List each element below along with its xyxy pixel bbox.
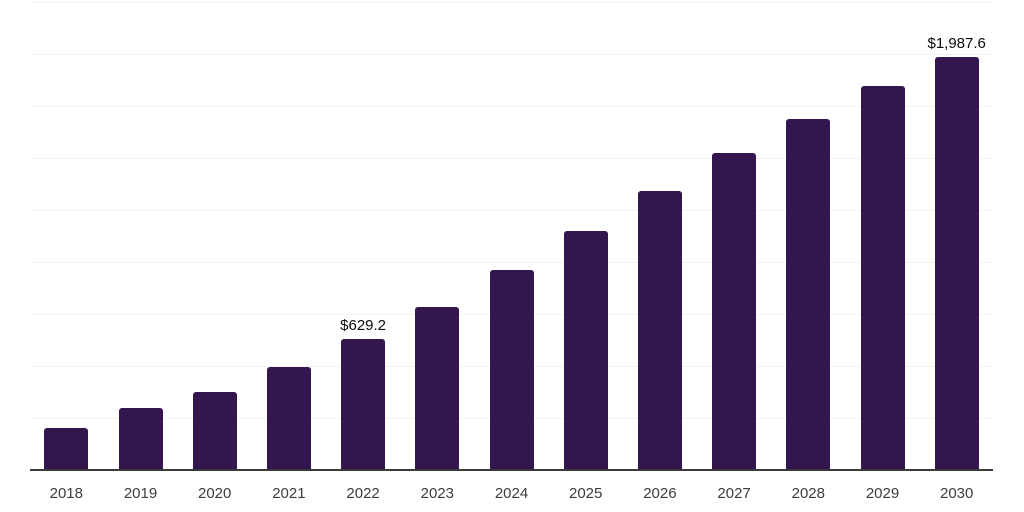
bar-2027 bbox=[712, 153, 757, 470]
bar-2018 bbox=[44, 427, 89, 470]
bar-2025 bbox=[563, 231, 608, 470]
bar-2024 bbox=[489, 269, 534, 470]
bar-2030 bbox=[934, 56, 979, 470]
x-tick-label-2029: 2029 bbox=[865, 485, 900, 502]
bar-2022 bbox=[341, 339, 386, 470]
x-tick-label-2028: 2028 bbox=[791, 485, 825, 502]
gridline bbox=[30, 106, 993, 107]
gridline bbox=[30, 262, 993, 263]
x-tick-label-2021: 2021 bbox=[272, 485, 306, 502]
bar-2026 bbox=[637, 191, 682, 470]
x-tick-label-2018: 2018 bbox=[49, 485, 83, 502]
x-tick-label-2020: 2020 bbox=[198, 485, 232, 502]
x-tick-label-2026: 2026 bbox=[643, 485, 677, 502]
x-tick-label-2025: 2025 bbox=[569, 485, 603, 502]
x-tick-label-2022: 2022 bbox=[346, 485, 380, 502]
x-tick-label-2024: 2024 bbox=[494, 485, 529, 502]
data-label-2030: $1,987.6 bbox=[927, 34, 986, 52]
bar-2021 bbox=[266, 367, 311, 470]
bar-2019 bbox=[118, 408, 163, 470]
x-tick-label-2030: 2030 bbox=[940, 485, 974, 502]
gridline bbox=[30, 210, 993, 211]
x-axis-line bbox=[30, 469, 993, 471]
gridline bbox=[30, 158, 993, 159]
gridline bbox=[30, 2, 993, 3]
x-tick-label-2027: 2027 bbox=[717, 485, 751, 502]
bar-2029 bbox=[860, 86, 905, 470]
bar-2020 bbox=[192, 392, 237, 470]
gridline bbox=[30, 54, 993, 55]
data-label-2022: $629.2 bbox=[340, 317, 387, 335]
bar-2028 bbox=[786, 118, 831, 470]
x-tick-label-2019: 2019 bbox=[123, 485, 158, 502]
x-tick-label-2023: 2023 bbox=[420, 485, 454, 502]
bar-2023 bbox=[415, 306, 460, 470]
